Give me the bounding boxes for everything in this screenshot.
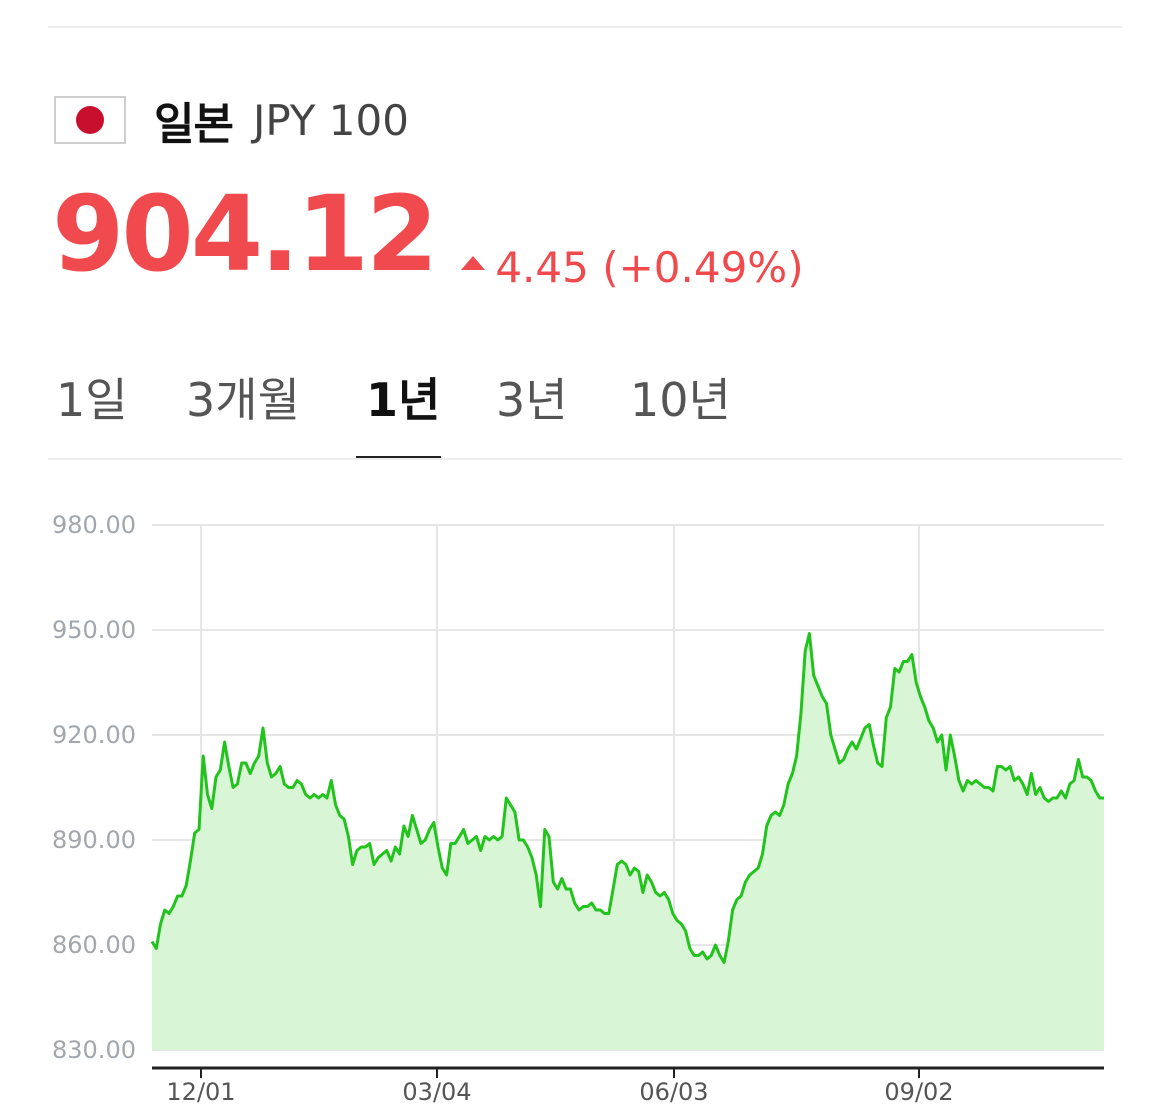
top-divider [48, 26, 1122, 28]
current-price: 904.12 [52, 173, 438, 295]
price-change-value: 4.45 (+0.49%) [495, 242, 804, 292]
y-tick-label: 920.00 [52, 721, 136, 749]
tab-3y[interactable]: 3년 [496, 373, 568, 427]
y-tick-label: 860.00 [52, 931, 136, 959]
y-tick-label: 980.00 [52, 511, 136, 539]
x-tick-label: 03/04 [402, 1078, 471, 1106]
tab-3m[interactable]: 3개월 [186, 373, 300, 427]
period-tabs: 1일 3개월 1년 3년 10년 [48, 352, 1122, 460]
x-tick-label: 12/01 [166, 1078, 235, 1106]
up-triangle-icon [461, 256, 486, 270]
currency-code: JPY 100 [252, 95, 409, 145]
tab-1d[interactable]: 1일 [56, 373, 128, 427]
currency-header: 일본 JPY 100 [54, 92, 409, 150]
tab-1y[interactable]: 1년 [366, 373, 441, 427]
price-row: 904.12 4.45 (+0.49%) [52, 182, 804, 292]
y-tick-label: 830.00 [52, 1036, 136, 1064]
flag-circle [76, 106, 104, 134]
x-tick-label: 09/02 [884, 1078, 953, 1106]
x-tick-label: 06/03 [639, 1078, 708, 1106]
rate-line [150, 632, 1104, 964]
tab-10y[interactable]: 10년 [630, 373, 731, 427]
currency-name: 일본 [154, 99, 234, 150]
tabs-divider [48, 458, 1122, 460]
y-tick-label: 890.00 [52, 826, 136, 854]
area-fill [152, 633, 1104, 1050]
y-tick-label: 950.00 [52, 616, 136, 644]
exchange-rate-chart: 980.00 950.00 920.00 890.00 860.00 830.00 12/0… [52, 511, 1104, 1106]
price-change: 4.45 (+0.49%) [461, 242, 804, 292]
japan-flag-icon [54, 96, 126, 144]
